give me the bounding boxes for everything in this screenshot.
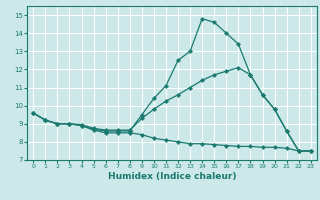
X-axis label: Humidex (Indice chaleur): Humidex (Indice chaleur) <box>108 172 236 181</box>
